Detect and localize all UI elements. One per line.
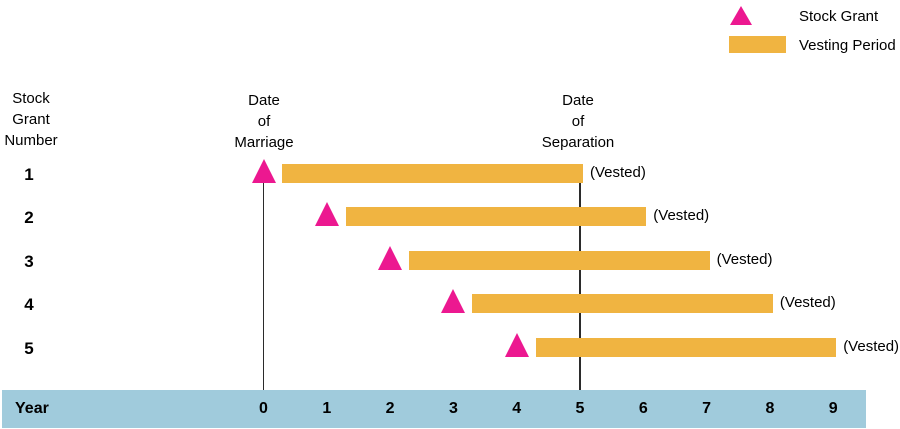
legend-vesting-period-label: Vesting Period	[799, 37, 896, 54]
year-axis-label: Year	[15, 400, 49, 417]
grant-number-label: 1	[24, 165, 34, 184]
year-tick-3: 3	[448, 400, 458, 417]
stock-grant-triangle-icon	[251, 159, 276, 183]
date-of-marriage-label: Date of Marriage	[234, 92, 294, 151]
year-axis-band	[2, 390, 866, 428]
stock-grant-triangle-icon	[730, 6, 752, 25]
date-of-separation-line	[579, 164, 581, 390]
vested-annotation: (Vested)	[779, 294, 836, 312]
date-of-separation-label: Date of Separation	[541, 92, 615, 151]
stock-grant-triangle-icon	[504, 332, 529, 357]
vesting-bar	[472, 294, 773, 314]
legend-stock-grant-label: Stock Grant	[799, 8, 879, 25]
vesting-bar	[535, 337, 837, 357]
vested-annotation: (Vested)	[653, 207, 710, 225]
vesting-bar	[345, 207, 647, 227]
year-tick-0: 0	[259, 400, 268, 417]
year-tick-5: 5	[575, 400, 585, 417]
grant-number-label: 3	[24, 251, 34, 271]
vested-annotation: (Vested)	[716, 250, 773, 268]
date-of-marriage-line	[262, 164, 265, 390]
year-tick-7: 7	[702, 400, 712, 417]
year-tick-9: 9	[828, 400, 838, 417]
vested-annotation: (Vested)	[843, 337, 900, 355]
year-tick-1: 1	[322, 400, 332, 417]
stock-grant-number-header: Stock Grant Number	[4, 90, 58, 149]
grant-number-label: 2	[24, 208, 34, 228]
vesting-period-bar-icon	[729, 36, 786, 53]
vesting-bar	[282, 164, 583, 183]
stock-grant-triangle-icon	[378, 245, 403, 270]
vested-annotation: (Vested)	[590, 164, 646, 181]
stock-grant-triangle-icon	[314, 202, 339, 227]
grant-number-label: 4	[24, 295, 34, 315]
year-tick-4: 4	[512, 400, 522, 417]
vesting-bar	[409, 250, 710, 270]
grant-number-label: 5	[24, 338, 34, 358]
stock-grant-triangle-icon	[441, 289, 466, 314]
year-tick-6: 6	[638, 400, 648, 417]
year-tick-8: 8	[765, 400, 775, 417]
year-tick-2: 2	[385, 400, 395, 417]
